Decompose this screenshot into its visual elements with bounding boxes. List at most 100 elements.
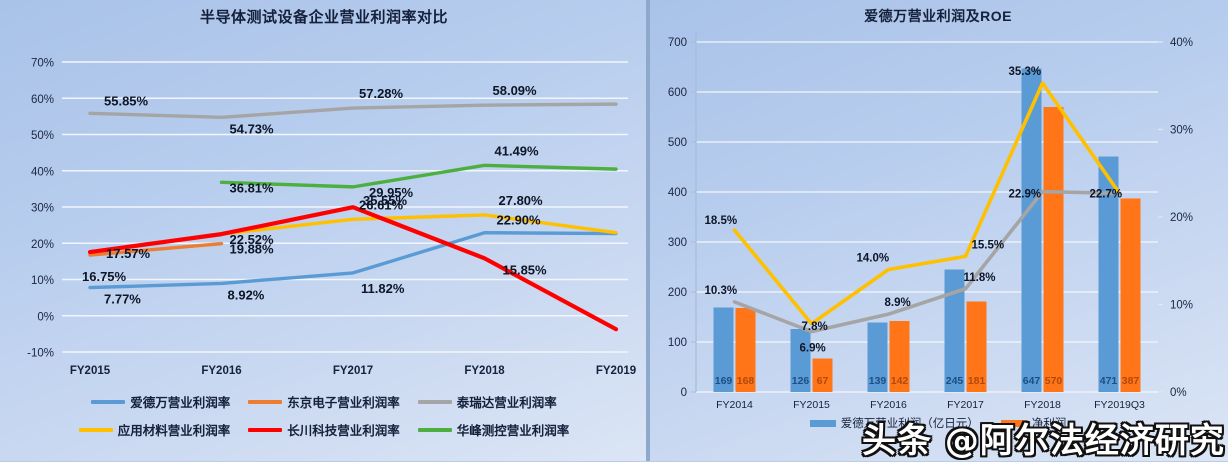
bar-value-label: 387 [1122,375,1140,387]
right-chart-plot: 0 100 200 300 400 500 600 700 0% 10% 20% 30% 40% FY20… [668,32,1193,411]
y-axis-tick-label: 70% [31,58,54,70]
y-axis-tick-label: 400 [668,187,687,199]
y2-axis-tick-label: 10% [1170,300,1193,312]
y-axis-tick-label: 300 [668,237,687,249]
bar[interactable] [889,321,910,392]
legend-row: 爱德万营业利润率 东京电子营业利润率 泰瑞达营业利润率 [0,392,648,411]
x-axis-tick-label: FY2019 [596,365,636,377]
bar[interactable] [735,308,756,392]
right-chart-panel: 爱德万营业利润及ROE 0 100 200 300 400 500 600 700 0% 10% 2… [648,0,1228,461]
data-label: 11.8% [964,272,996,284]
legend-label: 东京电子营业利润率 [287,396,400,410]
data-label: 26.61% [359,197,404,212]
data-label: 10.3% [705,285,738,297]
legend-item-applied-materials[interactable]: 应用材料营业利润率 [78,420,231,439]
y-axis-tick-label: 500 [668,137,687,149]
data-label: 35.55% [363,193,408,208]
data-label: 17.57% [106,246,151,261]
legend-item-huafeng[interactable]: 华峰测控营业利润率 [417,420,570,439]
right-chart-legend: 爱德万营业利润（亿日元） 净利润 [648,415,1228,431]
data-label: 57.28% [359,86,404,101]
legend-swatch-icon [1000,419,1027,427]
series-line [88,102,618,120]
y-axis-tick-label: 20% [31,239,54,251]
bar-value-label: 647 [1023,375,1041,387]
bar[interactable] [790,329,811,392]
data-label: 11.82% [361,281,405,296]
bar-value-label: 245 [946,375,964,387]
x-axis-tick-label: FY2018 [1024,399,1061,411]
data-label: 8.92% [228,287,265,302]
y-axis-tick-label: 100 [668,337,687,349]
legend-item-net-profit[interactable]: 净利润 [1000,415,1066,431]
bar-value-label: 139 [869,375,887,387]
bar[interactable] [867,322,888,393]
y-axis-tick-label: 50% [31,130,54,142]
x-axis-tick-label: FY2017 [333,365,373,377]
data-label: 54.73% [230,121,275,136]
legend-item-teradyne[interactable]: 泰瑞达营业利润率 [417,392,557,411]
data-label: 22.90% [497,213,542,228]
bar[interactable] [812,358,833,393]
bar[interactable] [966,301,987,393]
data-label: 27.80% [499,193,544,208]
bar-value-label: 142 [891,375,909,387]
legend-item-operating-profit[interactable]: 爱德万营业利润（亿日元） [809,415,979,431]
y-axis-tick-label: 30% [31,203,54,215]
legend-item-tokyo-electron[interactable]: 东京电子营业利润率 [248,392,400,411]
series-line [87,205,619,332]
bar[interactable] [713,307,734,393]
y2-axis-tick-label: 40% [1170,37,1193,49]
x-axis-tick-label: FY2014 [716,399,753,411]
data-label: 22.9% [1009,189,1042,201]
data-label: 6.9% [800,343,826,355]
bar-value-label: 181 [968,375,986,387]
bar-value-label: 168 [737,375,755,387]
data-label: 35.3% [1009,66,1042,78]
legend-row: 应用材料营业利润率 长川科技营业利润率 华峰测控营业利润率 [0,420,648,439]
legend-item-changchuan[interactable]: 长川科技营业利润率 [248,420,400,439]
y-axis-tick-label: -10% [27,348,54,360]
legend-swatch-icon [417,399,452,404]
legend-swatch-icon [91,399,126,404]
bar[interactable] [1098,156,1119,393]
legend-label: 泰瑞达营业利润率 [456,396,557,410]
left-chart-panel: 半导体测试设备企业营业利润率对比 -10% 0% 10% 20% 30% 40% 50% 60… [0,0,648,461]
data-label: 29.95% [369,185,414,200]
y-axis-tick-label: 0 [681,387,687,399]
x-axis-tick-label: FY2015 [793,399,830,411]
legend-label: 华峰测控营业利润率 [456,424,570,438]
y-axis-tick-label: 10% [31,275,54,287]
legend-swatch-icon [248,399,283,404]
y2-axis-tick-label: 0% [1170,387,1187,399]
bar-value-label: 471 [1100,375,1118,387]
data-label: 22.52% [230,232,275,247]
bar[interactable] [1043,107,1064,392]
bar[interactable] [1021,68,1042,393]
left-chart-title: 半导体测试设备企业营业利润率对比 [199,9,448,26]
legend-swatch-icon [78,427,113,432]
legend-label: 爱德万营业利润率 [130,396,231,410]
y-axis-tick-label: 700 [668,37,687,49]
bar[interactable] [1120,198,1141,393]
data-label: 16.75% [82,269,127,284]
x-axis-tick-label: FY2018 [464,365,505,377]
legend-swatch-icon [809,419,836,427]
data-label: 15.5% [972,239,1005,251]
data-label: 58.09% [493,83,538,98]
bar[interactable] [944,269,965,393]
data-label: 22.7% [1090,188,1123,200]
x-axis-tick-label: FY2017 [947,399,984,411]
data-label: 55.85% [104,93,149,108]
series-line [219,163,618,189]
legend-item-aidewan[interactable]: 爱德万营业利润率 [91,392,230,411]
data-label: 41.49% [495,143,540,158]
x-axis-tick-label: FY2015 [70,365,111,377]
data-label: 7.8% [802,321,828,333]
data-label: 19.88% [230,242,275,257]
series-line [732,189,1122,334]
left-chart-plot: -10% 0% 10% 20% 30% 40% 50% 60% 70% FY2015 FY2016 F… [27,58,648,378]
data-label: 14.0% [857,253,890,265]
legend-label: 应用材料营业利润率 [117,424,231,438]
data-label: 7.77% [104,292,141,307]
